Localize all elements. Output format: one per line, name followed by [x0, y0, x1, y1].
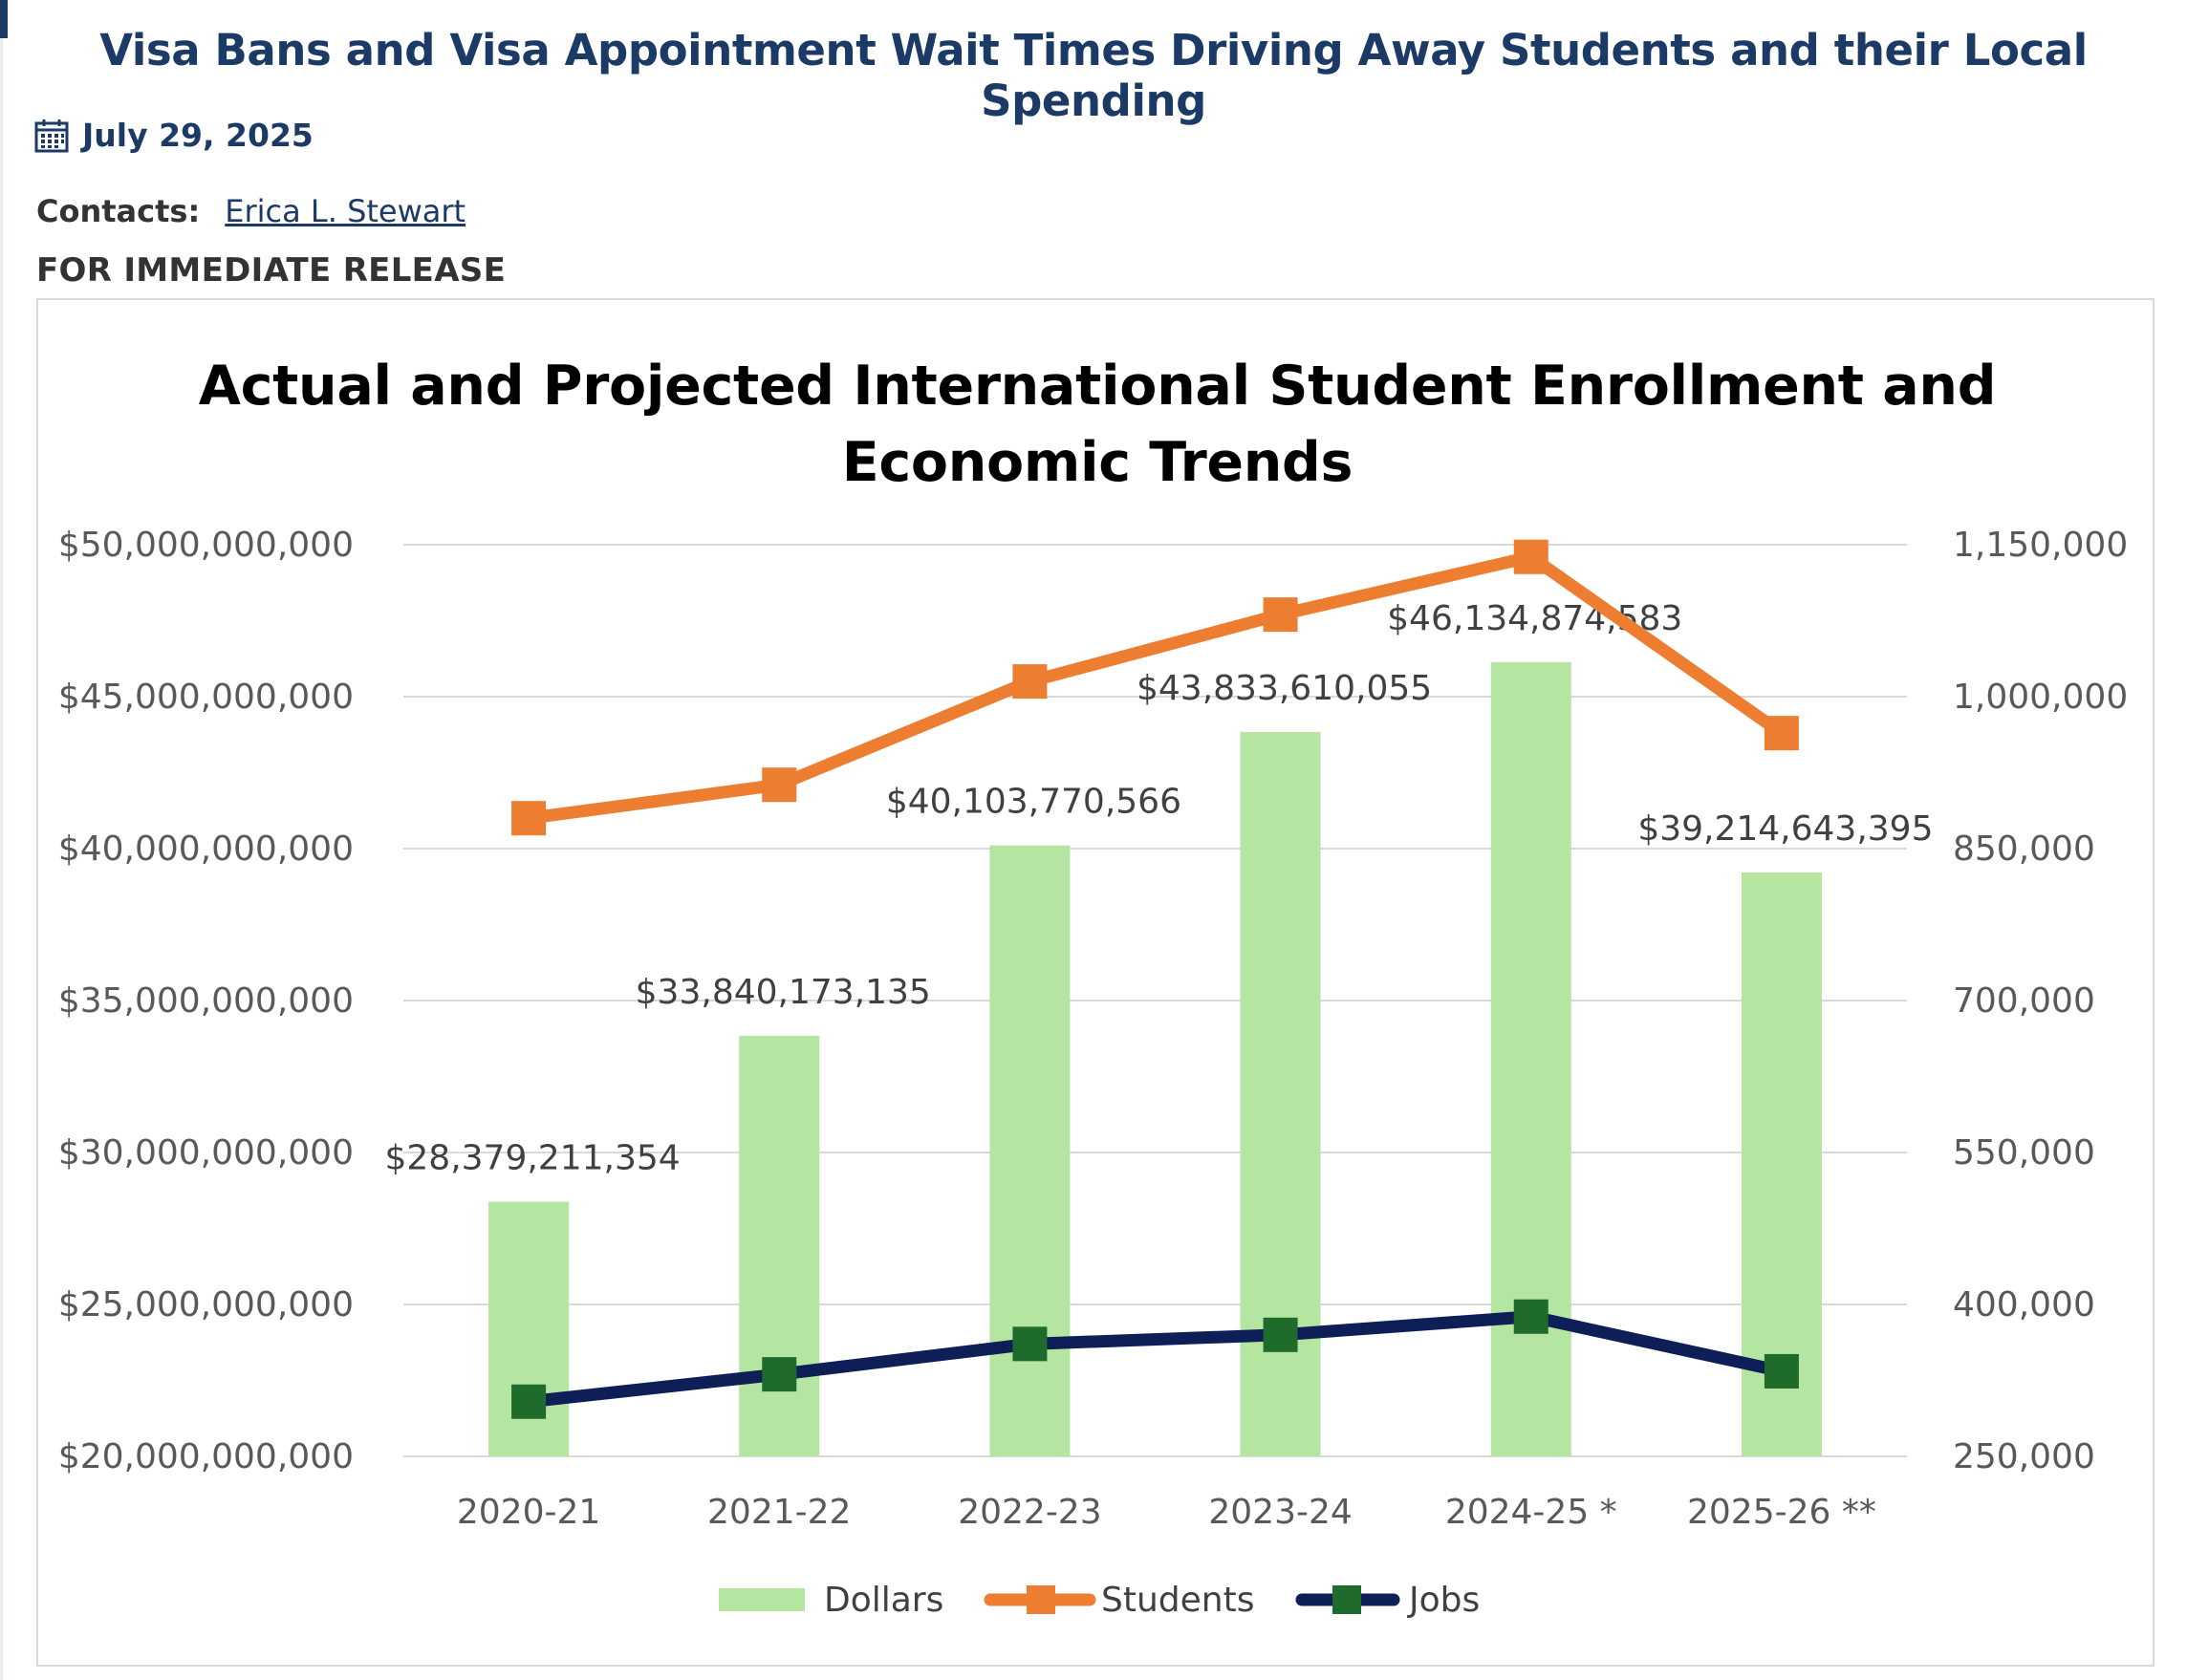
- left-axis-tick-label: $25,000,000,000: [58, 1285, 354, 1325]
- dollars-data-label: $43,833,610,055: [1137, 669, 1432, 708]
- x-axis-tick-label: 2023-24: [1208, 1493, 1352, 1532]
- dollars-bar: [989, 845, 1071, 1456]
- right-axis-tick-label: 700,000: [1953, 981, 2095, 1021]
- jobs-marker: [1263, 1317, 1298, 1352]
- legend-label-jobs: Jobs: [1407, 1581, 1480, 1620]
- legend-label-students: Students: [1101, 1581, 1254, 1620]
- chart-title-line-2: Economic Trends: [841, 431, 1353, 494]
- right-axis-tick-label: 400,000: [1953, 1285, 2095, 1325]
- right-axis-tick-label: 1,150,000: [1953, 526, 2128, 565]
- legend-marker-jobs: [1332, 1585, 1361, 1614]
- jobs-marker: [1012, 1326, 1048, 1362]
- x-axis-tick-label: 2025-26 **: [1687, 1493, 1876, 1532]
- right-axis-tick-label: 1,000,000: [1953, 678, 2128, 717]
- left-axis-tick-label: $40,000,000,000: [58, 829, 354, 869]
- chart-title-line-1: Actual and Projected International Stude…: [198, 355, 1997, 418]
- students-marker: [1513, 539, 1548, 574]
- students-marker: [1012, 664, 1048, 700]
- page-headline: Visa Bans and Visa Appointment Wait Time…: [99, 25, 2088, 126]
- page-edge-accent: [0, 0, 8, 38]
- left-axis-tick-label: $30,000,000,000: [58, 1133, 354, 1173]
- dollars-data-label: $39,214,643,395: [1637, 809, 1933, 849]
- students-line: [528, 550, 1786, 825]
- students-marker: [762, 767, 797, 803]
- right-axis-tick-label: 850,000: [1953, 829, 2095, 869]
- publish-date: July 29, 2025: [82, 117, 314, 154]
- dollars-data-label: $28,379,211,354: [384, 1139, 680, 1178]
- jobs-line: [528, 1310, 1784, 1409]
- jobs-marker: [511, 1384, 547, 1419]
- calendar-icon: [34, 118, 69, 153]
- left-axis-tick-label: $20,000,000,000: [58, 1437, 354, 1476]
- x-axis-tick-label: 2020-21: [457, 1493, 600, 1532]
- chart-container: Actual and Projected International Stude…: [36, 298, 2155, 1667]
- legend-marker-students: [1027, 1585, 1055, 1614]
- dollars-data-label: $40,103,770,566: [886, 783, 1181, 822]
- dollars-data-label: $33,840,173,135: [636, 973, 931, 1012]
- x-axis-tick-label: 2021-22: [707, 1493, 851, 1532]
- students-marker: [1263, 597, 1298, 633]
- dollars-bar: [739, 1035, 820, 1456]
- legend-label-dollars: Dollars: [824, 1581, 943, 1620]
- right-axis-tick-label: 250,000: [1953, 1437, 2095, 1476]
- contacts-line: Contacts: Erica L. Stewart: [36, 193, 466, 229]
- left-axis-tick-label: $45,000,000,000: [58, 678, 354, 717]
- jobs-marker: [1513, 1299, 1548, 1334]
- contact-link[interactable]: Erica L. Stewart: [225, 193, 466, 229]
- x-axis-tick-label: 2022-23: [958, 1493, 1101, 1532]
- right-axis-tick-label: 550,000: [1953, 1133, 2095, 1173]
- jobs-marker: [762, 1357, 797, 1392]
- students-marker: [511, 801, 547, 836]
- legend-swatch-dollars: [719, 1588, 805, 1611]
- left-axis-tick-label: $50,000,000,000: [58, 526, 354, 565]
- chart-title: Actual and Projected International Stude…: [38, 348, 2156, 501]
- contacts-label: Contacts:: [36, 193, 201, 229]
- left-axis-tick-label: $35,000,000,000: [58, 981, 354, 1021]
- dollars-bar: [1490, 661, 1571, 1456]
- dateline: July 29, 2025: [34, 117, 314, 154]
- jobs-marker: [1764, 1353, 1799, 1389]
- x-axis-tick-label: 2024-25 *: [1445, 1493, 1617, 1532]
- students-marker: [1764, 716, 1799, 751]
- enrollment-chart: $20,000,000,000 $25,000,000,000 $30,000,00…: [58, 526, 2128, 1620]
- release-label: FOR IMMEDIATE RELEASE: [36, 251, 507, 290]
- page-left-rule: [0, 38, 3, 1680]
